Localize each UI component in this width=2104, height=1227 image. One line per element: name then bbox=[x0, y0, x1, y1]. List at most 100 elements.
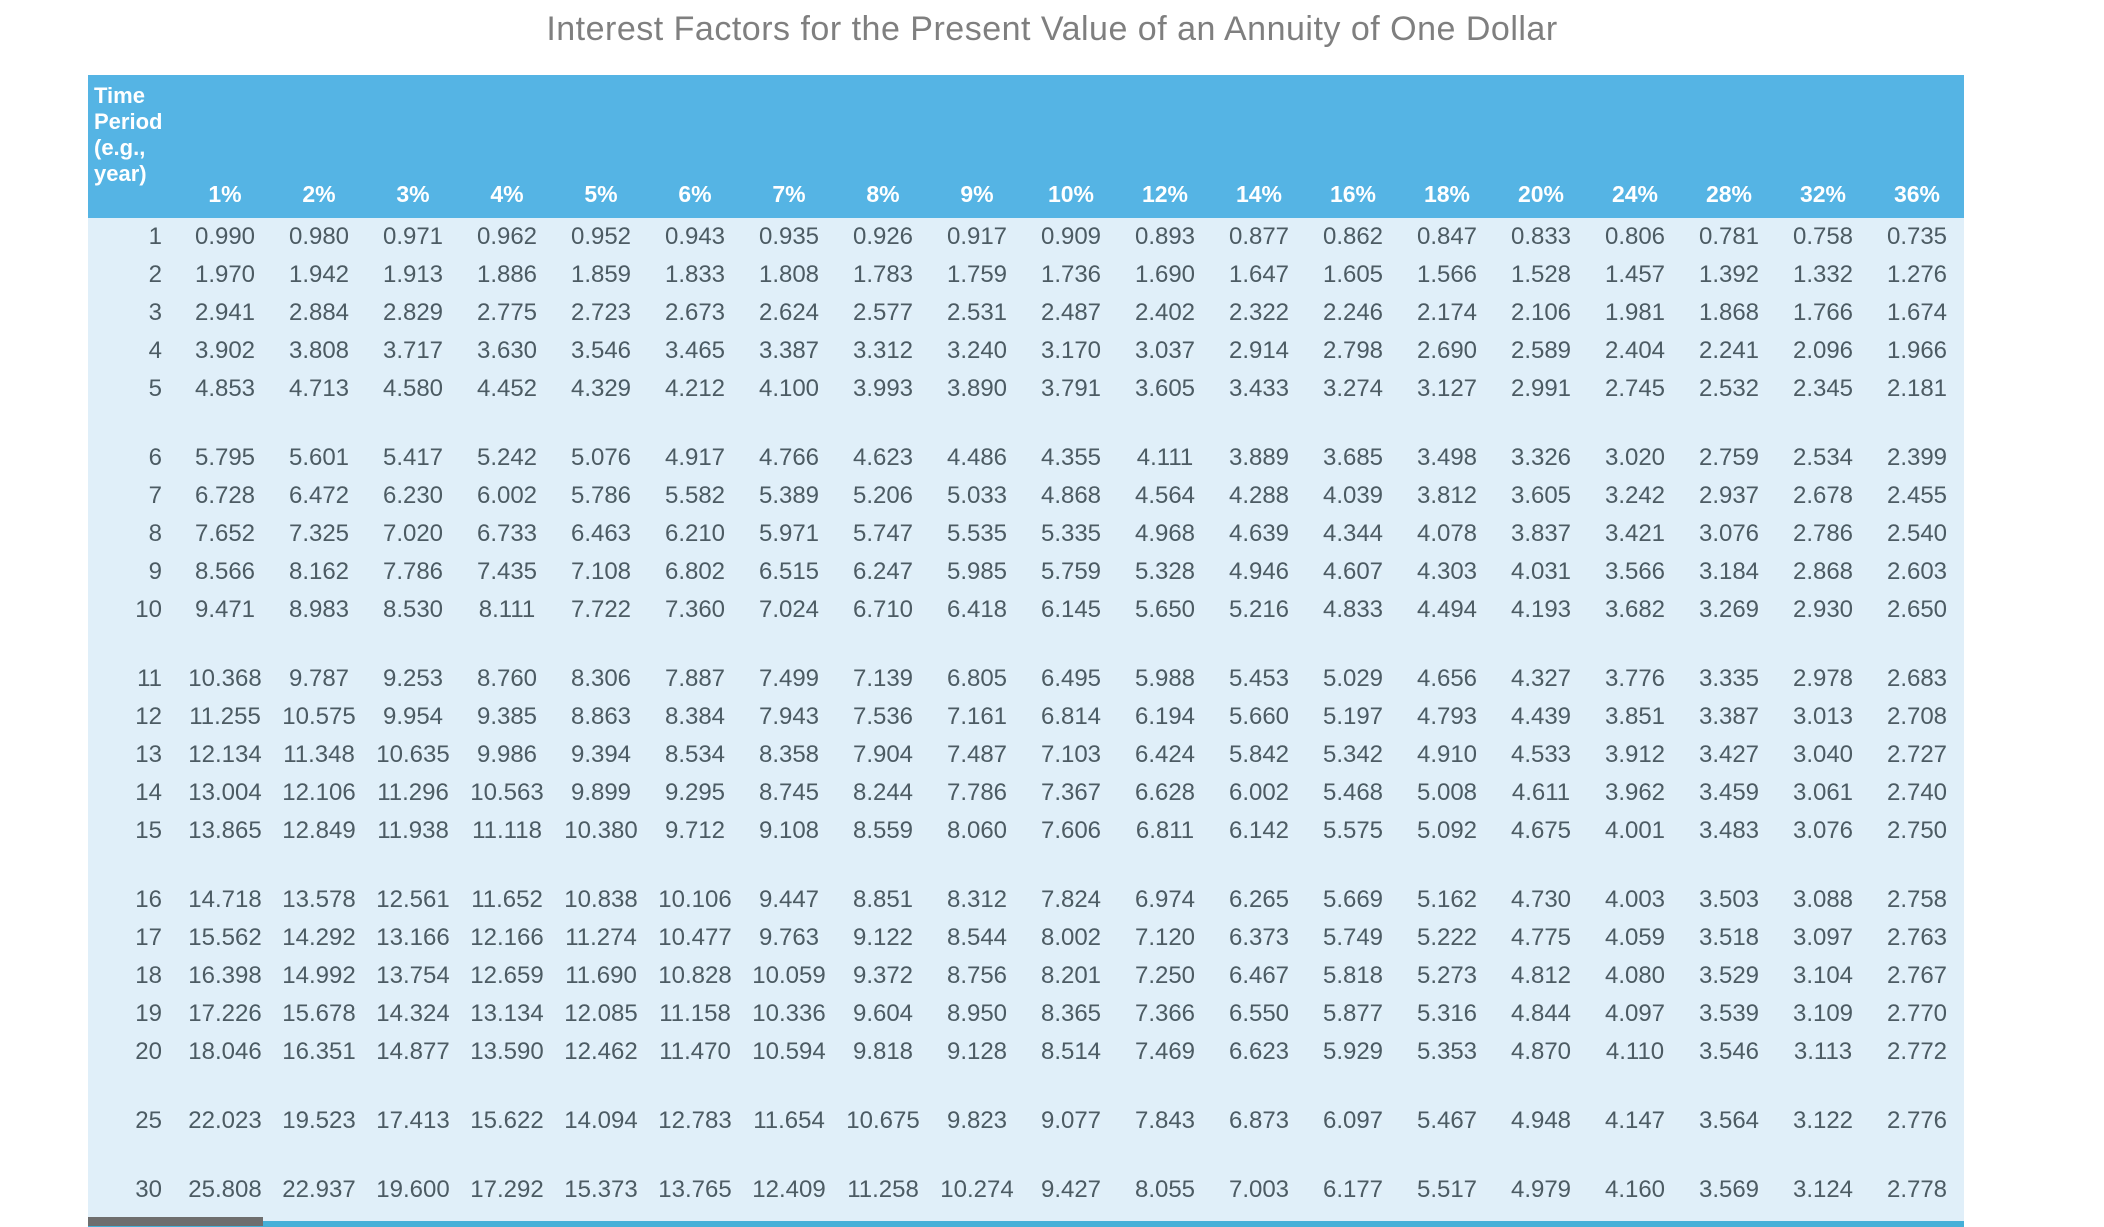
group-spacer-row bbox=[88, 1209, 1964, 1221]
factor-cell: 7.536 bbox=[852, 703, 914, 730]
factor-cell: 4.452 bbox=[476, 375, 538, 402]
factor-cell: 12.409 bbox=[752, 1176, 826, 1203]
factor-cell: 0.943 bbox=[664, 223, 726, 250]
period-cell: 14 bbox=[135, 779, 162, 806]
table-header: Time Period (e.g., year) 1% 2% 3% 4% 5% 6% 7% 8… bbox=[88, 75, 1964, 218]
rate-column-header: 28% bbox=[1705, 181, 1753, 207]
factor-cell: 5.162 bbox=[1416, 886, 1478, 913]
factor-cell: 2.930 bbox=[1792, 596, 1854, 623]
factor-cell: 3.274 bbox=[1322, 375, 1384, 402]
factor-cell: 4.766 bbox=[758, 444, 820, 471]
factor-cell: 17.226 bbox=[188, 1000, 262, 1027]
period-cell: 15 bbox=[135, 817, 162, 844]
table-row: 4 3.902 3.808 3.717 3.630 3.546 3.465 3.387 3.31… bbox=[88, 332, 1964, 370]
factor-cell: 0.735 bbox=[1886, 223, 1948, 250]
factor-cell: 2.531 bbox=[946, 299, 1008, 326]
horizontal-scrollbar-thumb[interactable] bbox=[88, 1217, 263, 1226]
factor-cell: 5.877 bbox=[1322, 1000, 1384, 1027]
factor-cell: 2.246 bbox=[1322, 299, 1384, 326]
factor-cell: 6.802 bbox=[664, 558, 726, 585]
factor-cell: 16.398 bbox=[188, 962, 262, 989]
factor-cell: 8.358 bbox=[758, 741, 820, 768]
factor-cell: 2.322 bbox=[1228, 299, 1290, 326]
factor-cell: 4.730 bbox=[1510, 886, 1572, 913]
factor-cell: 9.253 bbox=[382, 665, 444, 692]
factor-cell: 6.265 bbox=[1228, 886, 1290, 913]
table-row: 16 14.718 13.578 12.561 11.652 10.838 10.106 9.… bbox=[88, 881, 1964, 919]
factor-cell: 6.194 bbox=[1134, 703, 1196, 730]
factor-cell: 14.877 bbox=[376, 1038, 450, 1065]
factor-cell: 8.514 bbox=[1040, 1038, 1102, 1065]
factor-cell: 3.076 bbox=[1698, 520, 1760, 547]
factor-cell: 12.134 bbox=[188, 741, 262, 768]
spacer-cell bbox=[88, 850, 1964, 881]
factor-cell: 4.327 bbox=[1510, 665, 1572, 692]
factor-cell: 7.606 bbox=[1040, 817, 1102, 844]
factor-cell: 2.241 bbox=[1698, 337, 1760, 364]
page-title: Interest Factors for the Present Value o… bbox=[546, 10, 1558, 48]
factor-cell: 3.387 bbox=[1698, 703, 1760, 730]
factor-cell: 6.623 bbox=[1228, 1038, 1290, 1065]
factor-cell: 4.001 bbox=[1604, 817, 1666, 844]
factor-cell: 3.503 bbox=[1698, 886, 1760, 913]
factor-cell: 5.535 bbox=[946, 520, 1008, 547]
factor-cell: 2.683 bbox=[1886, 665, 1948, 692]
factor-cell: 3.013 bbox=[1792, 703, 1854, 730]
factor-cell: 3.127 bbox=[1416, 375, 1478, 402]
factor-cell: 7.843 bbox=[1134, 1107, 1196, 1134]
factor-cell: 0.917 bbox=[946, 223, 1008, 250]
factor-cell: 9.128 bbox=[946, 1038, 1008, 1065]
factor-cell: 2.399 bbox=[1886, 444, 1948, 471]
factor-cell: 5.029 bbox=[1322, 665, 1384, 692]
factor-cell: 9.108 bbox=[758, 817, 820, 844]
factor-cell: 4.793 bbox=[1416, 703, 1478, 730]
annuity-table-container: Time Period (e.g., year) 1% 2% 3% 4% 5% 6% 7% 8… bbox=[88, 75, 1964, 1227]
factor-cell: 7.161 bbox=[946, 703, 1008, 730]
factor-cell: 13.578 bbox=[282, 886, 356, 913]
rate-column-header: 3% bbox=[396, 181, 430, 207]
factor-cell: 9.122 bbox=[852, 924, 914, 951]
factor-cell: 2.345 bbox=[1792, 375, 1854, 402]
factor-cell: 11.654 bbox=[753, 1107, 825, 1134]
factor-cell: 5.222 bbox=[1416, 924, 1478, 951]
factor-cell: 22.937 bbox=[282, 1176, 356, 1203]
factor-cell: 5.467 bbox=[1416, 1107, 1478, 1134]
factor-cell: 13.765 bbox=[658, 1176, 732, 1203]
factor-cell: 7.024 bbox=[758, 596, 820, 623]
factor-cell: 5.206 bbox=[852, 482, 914, 509]
group-spacer-row bbox=[88, 629, 1964, 660]
factor-cell: 10.336 bbox=[752, 1000, 826, 1027]
factor-cell: 8.055 bbox=[1134, 1176, 1196, 1203]
factor-cell: 6.097 bbox=[1322, 1107, 1384, 1134]
factor-cell: 7.499 bbox=[758, 665, 820, 692]
factor-cell: 4.355 bbox=[1040, 444, 1102, 471]
factor-cell: 4.212 bbox=[664, 375, 726, 402]
factor-cell: 8.384 bbox=[664, 703, 726, 730]
period-cell: 4 bbox=[148, 337, 162, 364]
period-cell: 30 bbox=[135, 1176, 162, 1203]
factor-cell: 5.076 bbox=[570, 444, 632, 471]
factor-cell: 10.380 bbox=[564, 817, 638, 844]
rate-column-header: 8% bbox=[866, 181, 900, 207]
factor-cell: 6.733 bbox=[476, 520, 538, 547]
table-row: 10 9.471 8.983 8.530 8.111 7.722 7.360 7.024 6.7… bbox=[88, 591, 1964, 629]
factor-cell: 3.539 bbox=[1698, 1000, 1760, 1027]
factor-cell: 7.487 bbox=[946, 741, 1008, 768]
factor-cell: 3.685 bbox=[1322, 444, 1384, 471]
factor-cell: 0.971 bbox=[382, 223, 444, 250]
factor-cell: 6.495 bbox=[1040, 665, 1102, 692]
factor-cell: 7.360 bbox=[664, 596, 726, 623]
factor-cell: 5.601 bbox=[288, 444, 350, 471]
factor-cell: 5.389 bbox=[758, 482, 820, 509]
factor-cell: 3.097 bbox=[1792, 924, 1854, 951]
factor-cell: 10.838 bbox=[564, 886, 638, 913]
factor-cell: 1.457 bbox=[1604, 261, 1666, 288]
factor-cell: 4.288 bbox=[1228, 482, 1290, 509]
rate-column-header: 12% bbox=[1141, 181, 1189, 207]
factor-cell: 0.980 bbox=[288, 223, 350, 250]
factor-cell: 6.811 bbox=[1135, 817, 1195, 844]
factor-cell: 3.962 bbox=[1604, 779, 1666, 806]
factor-cell: 9.954 bbox=[382, 703, 444, 730]
factor-cell: 14.292 bbox=[282, 924, 356, 951]
factor-cell: 1.808 bbox=[758, 261, 820, 288]
